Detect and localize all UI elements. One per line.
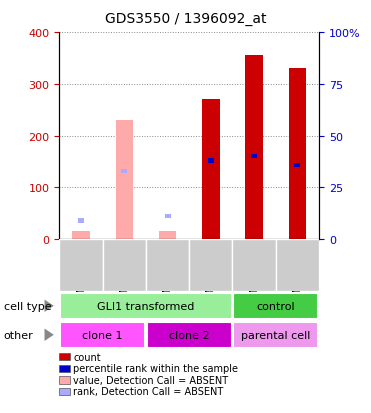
Bar	[233, 322, 318, 348]
Bar	[208, 159, 214, 163]
Bar	[233, 293, 318, 319]
Bar	[189, 240, 233, 291]
Text: count: count	[73, 352, 101, 362]
Bar	[72, 232, 90, 240]
Bar	[251, 155, 257, 159]
Bar	[146, 240, 189, 291]
Text: control: control	[256, 301, 295, 311]
Bar	[78, 219, 84, 223]
Text: parental cell: parental cell	[241, 330, 311, 340]
Bar	[295, 163, 301, 167]
Text: GLI1 transformed: GLI1 transformed	[97, 301, 195, 311]
Text: GDS3550 / 1396092_at: GDS3550 / 1396092_at	[105, 12, 266, 26]
Bar	[289, 69, 306, 240]
Text: cell type: cell type	[4, 301, 51, 311]
Bar	[202, 100, 220, 240]
Bar	[60, 322, 145, 348]
Bar	[276, 240, 319, 291]
Bar	[159, 232, 176, 240]
Text: other: other	[4, 330, 33, 340]
Bar	[233, 240, 276, 291]
Bar	[121, 169, 127, 173]
Bar	[165, 215, 171, 219]
Text: clone 1: clone 1	[82, 330, 123, 340]
Bar	[147, 322, 232, 348]
Bar	[246, 56, 263, 240]
Text: value, Detection Call = ABSENT: value, Detection Call = ABSENT	[73, 375, 229, 385]
Text: percentile rank within the sample: percentile rank within the sample	[73, 363, 239, 373]
Bar	[116, 121, 133, 240]
Text: rank, Detection Call = ABSENT: rank, Detection Call = ABSENT	[73, 387, 224, 396]
Bar	[60, 293, 232, 319]
Text: clone 2: clone 2	[169, 330, 210, 340]
Bar	[103, 240, 146, 291]
Bar	[59, 240, 103, 291]
